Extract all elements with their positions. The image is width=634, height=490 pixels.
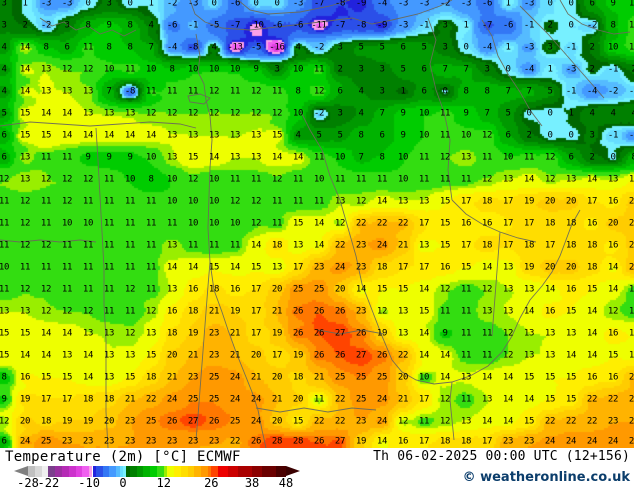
model-run-info: Th 06-02-2025 00:00 UTC (12+156): [373, 449, 630, 464]
colorbar-segment: [129, 466, 137, 477]
colorbar-tick-label: 48: [278, 476, 294, 490]
colorbar-segment: [218, 466, 229, 477]
colorbar-segment: [68, 466, 76, 477]
colorbar-segment: [75, 466, 83, 477]
colorbar-tick-label: 12: [156, 476, 172, 490]
colorbar-tick-label: 26: [204, 476, 219, 490]
colorbar-segment: [61, 466, 69, 477]
colorbar-segment: [89, 466, 93, 477]
colorbar-high-arrow-icon: [286, 466, 300, 476]
colorbar-segment: [167, 466, 174, 477]
colorbar-segment: [211, 466, 219, 477]
colorbar-segment: [48, 466, 56, 477]
colorbar-segment: [109, 466, 117, 477]
temperature-map[interactable]: 3 1 -3 -3 0 3 0 1 -2 -3 0 -6 0 0 -3 -7 -8 -9 -4 -3 -3 -2 -3 -6 1…: [0, 0, 634, 448]
colorbar-segment: [41, 466, 49, 477]
colorbar-segment: [28, 466, 35, 477]
colorbar-segment: [180, 466, 188, 477]
colorbar-segment: [252, 466, 263, 477]
copyright-notice: © weatheronline.co.uk: [463, 470, 630, 485]
colorbar-segment: [55, 466, 62, 477]
colorbar-segment: [262, 466, 276, 477]
colorbar-segment: [102, 466, 110, 477]
colorbar-segment: [207, 466, 212, 477]
colorbar-segment: [92, 466, 96, 477]
colorbar-tick-label: 38: [244, 476, 260, 490]
colorbar-segment: [150, 466, 157, 477]
copyright-label: weatheronline.co.uk: [480, 470, 630, 485]
colorbar-segment: [123, 466, 127, 477]
colorbar-segment: [116, 466, 120, 477]
colorbar-segment: [173, 466, 181, 477]
colorbar-gradient-strip: [28, 466, 286, 477]
colorbar-tick-label: 0: [119, 476, 127, 490]
colorbar-low-arrow-icon: [14, 466, 28, 476]
colorbar-segment: [95, 466, 103, 477]
colorbar-segment: [34, 466, 42, 477]
colorbar-segment: [82, 466, 90, 477]
colorbar-segment: [201, 466, 208, 477]
map-footer: Temperature (2m) [°C] ECMWF Th 06-02-202…: [0, 448, 634, 490]
colorbar-segment: [157, 466, 164, 477]
colorbar-segment: [163, 466, 168, 477]
coastline-border-layer: [0, 0, 631, 448]
colorbar-segment: [194, 466, 202, 477]
colorbar-segment: [275, 466, 286, 477]
temperature-colorbar[interactable]: -28 -22 -10 0 12 26 38 48: [0, 466, 330, 490]
colorbar-segment: [126, 466, 130, 477]
colorbar-segment: [228, 466, 239, 477]
product-title: Temperature (2m) [°C] ECMWF: [5, 449, 241, 465]
colorbar-segment: [136, 466, 144, 477]
colorbar-segment: [187, 466, 195, 477]
colorbar-tick-label: -22: [37, 476, 60, 490]
colorbar-segment: [238, 466, 253, 477]
copyright-symbol: ©: [462, 470, 476, 485]
colorbar-segment: [119, 466, 124, 477]
colorbar-segment: [143, 466, 151, 477]
colorbar-tick-label: -10: [78, 476, 100, 490]
colorbar-tick-label: -28: [17, 476, 39, 490]
